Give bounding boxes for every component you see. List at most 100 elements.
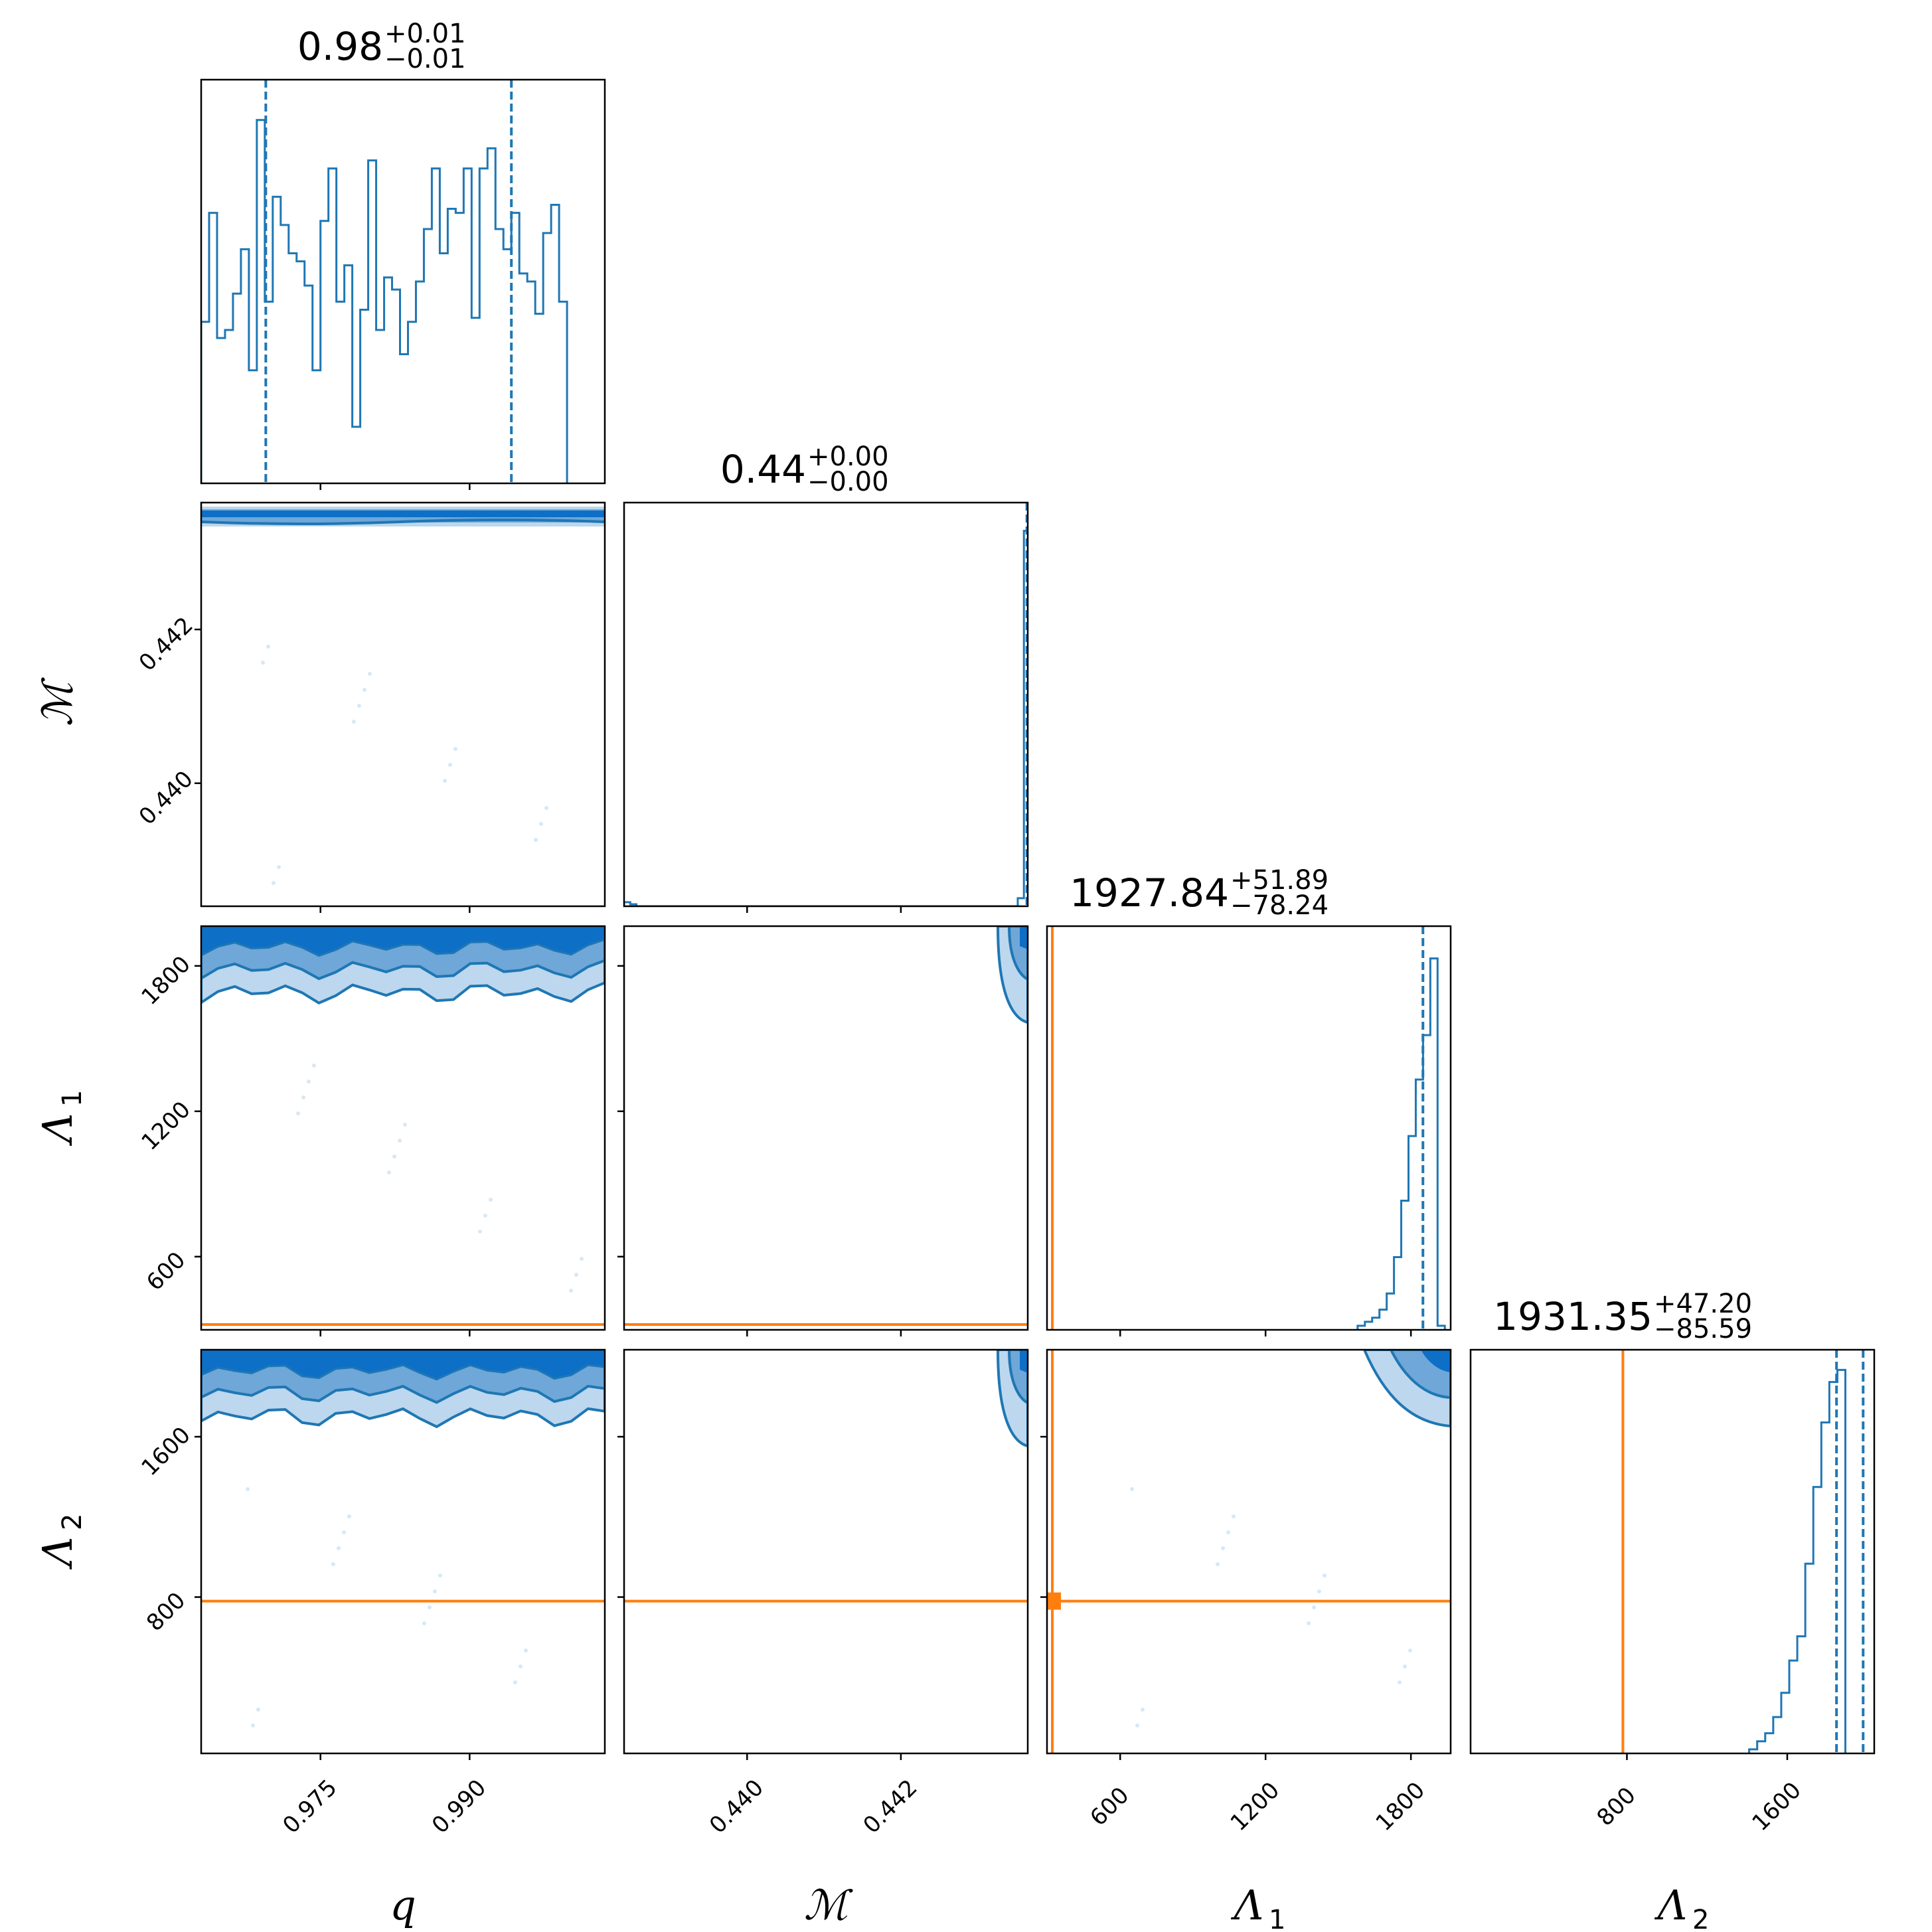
title-plus: +0.00 bbox=[807, 442, 889, 472]
x-axis-label-text: q bbox=[390, 1881, 416, 1929]
panel-content bbox=[201, 80, 568, 483]
sample-point bbox=[1317, 1589, 1321, 1593]
panel-content bbox=[624, 926, 1028, 1326]
title-value: 0.44 bbox=[720, 447, 806, 492]
sample-point bbox=[1141, 1708, 1145, 1712]
sample-point bbox=[1408, 1649, 1412, 1652]
title-minus: −85.59 bbox=[1654, 1314, 1752, 1344]
x-axis-label-text: ℳ bbox=[804, 1881, 853, 1929]
sample-point bbox=[362, 688, 366, 692]
panel-content bbox=[201, 926, 605, 1326]
sample-point bbox=[422, 1621, 426, 1625]
sample-point bbox=[398, 1139, 402, 1143]
sample-point bbox=[251, 1724, 255, 1728]
x-tick-label: 0.990 bbox=[427, 1775, 491, 1839]
panel-content bbox=[1621, 1350, 1865, 1753]
title-minus: −0.00 bbox=[807, 467, 889, 497]
contour-inner bbox=[201, 1350, 605, 1381]
sample-point bbox=[352, 720, 356, 724]
sample-point bbox=[539, 822, 543, 826]
x-axis-label-sub: 1 bbox=[1269, 1905, 1285, 1932]
sample-point bbox=[428, 1605, 432, 1609]
sample-point bbox=[1135, 1724, 1139, 1728]
panel-lambda1-vs-mc bbox=[617, 925, 1029, 1336]
x-tick-label: 800 bbox=[1592, 1782, 1641, 1831]
title-value: 1931.35 bbox=[1493, 1294, 1652, 1339]
sample-point bbox=[277, 865, 281, 869]
x-axis-label-sub: 2 bbox=[1692, 1905, 1709, 1932]
panel-lambda2-vs-lambda1: 600 1200 1800 bbox=[1040, 1348, 1452, 1836]
y-axis-label-mc: ℳ bbox=[33, 677, 82, 726]
panel-lambda1-vs-lambda1 bbox=[1046, 925, 1452, 1336]
sample-point bbox=[443, 779, 447, 783]
sample-point bbox=[534, 838, 538, 842]
histogram-steps bbox=[1356, 957, 1446, 1330]
title-lambda1: 1927.84 +51.89−78.24 bbox=[1070, 865, 1328, 921]
sample-point bbox=[524, 1649, 528, 1652]
panel-content bbox=[624, 1350, 1028, 1603]
panel-frame bbox=[200, 1348, 606, 1755]
x-tick-label: 1800 bbox=[1371, 1777, 1430, 1836]
histogram-steps bbox=[1748, 1368, 1847, 1753]
truth-marker bbox=[1047, 1592, 1062, 1610]
title-lambda2: 1931.35 +47.20−85.59 bbox=[1493, 1289, 1752, 1344]
x-axis-label-q: q bbox=[390, 1881, 416, 1929]
sample-point bbox=[1130, 1487, 1134, 1491]
y-axis-label-text: ℳ bbox=[33, 677, 82, 726]
panel-lambda2-vs-q: 0.975 0.990 800 1600 bbox=[136, 1348, 606, 1839]
sample-point bbox=[312, 1064, 316, 1068]
sample-point bbox=[478, 1230, 482, 1234]
panel-frame bbox=[200, 501, 606, 908]
sample-point bbox=[256, 1708, 260, 1712]
sample-point bbox=[337, 1546, 341, 1550]
x-axis-label-text: Λ bbox=[1654, 1881, 1688, 1929]
sample-point bbox=[403, 1123, 407, 1127]
panel-mc-vs-q: 0.440 0.442 bbox=[134, 501, 606, 913]
x-tick-label: 0.440 bbox=[704, 1775, 769, 1839]
panel-frame bbox=[623, 501, 1029, 908]
sample-point bbox=[272, 881, 276, 885]
y-tick-label: 1800 bbox=[136, 951, 195, 1010]
sample-point bbox=[1323, 1573, 1327, 1577]
panel-content bbox=[1047, 1350, 1451, 1753]
sample-point bbox=[342, 1530, 346, 1534]
y-tick-label: 0.440 bbox=[134, 765, 199, 830]
panel-frame bbox=[623, 1348, 1029, 1755]
x-axis-label-text: Λ bbox=[1231, 1881, 1264, 1929]
sample-point bbox=[261, 661, 265, 665]
x-tick-label: 1200 bbox=[1226, 1777, 1285, 1836]
title-layer: 0.98 +0.01−0.01 0.44 +0.00−0.00 1927.84 +51.8… bbox=[297, 19, 1752, 1344]
sample-point bbox=[433, 1589, 437, 1593]
panel-frame bbox=[1469, 1348, 1876, 1755]
y-tick-label: 600 bbox=[141, 1247, 191, 1296]
contour-line bbox=[201, 519, 605, 525]
panel-q-vs-q bbox=[200, 78, 606, 490]
histogram-steps bbox=[201, 119, 568, 483]
sample-point bbox=[368, 672, 372, 676]
sample-point bbox=[301, 1095, 305, 1099]
y-axis-label-sub: 1 bbox=[57, 1090, 88, 1107]
sample-point bbox=[483, 1214, 487, 1218]
y-tick-label: 1600 bbox=[136, 1422, 195, 1481]
sample-point bbox=[1307, 1621, 1311, 1625]
contour-inner bbox=[201, 926, 605, 957]
sample-point bbox=[1403, 1664, 1407, 1668]
contour-band-inner bbox=[201, 511, 605, 517]
sample-point bbox=[1226, 1530, 1230, 1534]
title-plus: +0.01 bbox=[384, 19, 466, 49]
x-axis-label-mc: ℳ bbox=[804, 1881, 853, 1929]
panel-frame bbox=[623, 925, 1029, 1331]
sample-point bbox=[513, 1680, 517, 1684]
y-axis-label-lambda1: Λ1 bbox=[33, 1090, 88, 1147]
sample-point bbox=[246, 1487, 250, 1491]
x-tick-label: 1600 bbox=[1747, 1777, 1806, 1836]
panel-mc-vs-mc bbox=[623, 501, 1029, 913]
sample-point bbox=[453, 747, 457, 751]
y-tick-label: 1200 bbox=[136, 1096, 195, 1155]
histogram-steps bbox=[624, 530, 1028, 906]
x-tick-label: 0.975 bbox=[278, 1775, 342, 1839]
panel-lambda2-vs-mc: 0.440 0.442 bbox=[617, 1348, 1029, 1839]
y-axis-label-text: Λ bbox=[33, 1537, 82, 1570]
